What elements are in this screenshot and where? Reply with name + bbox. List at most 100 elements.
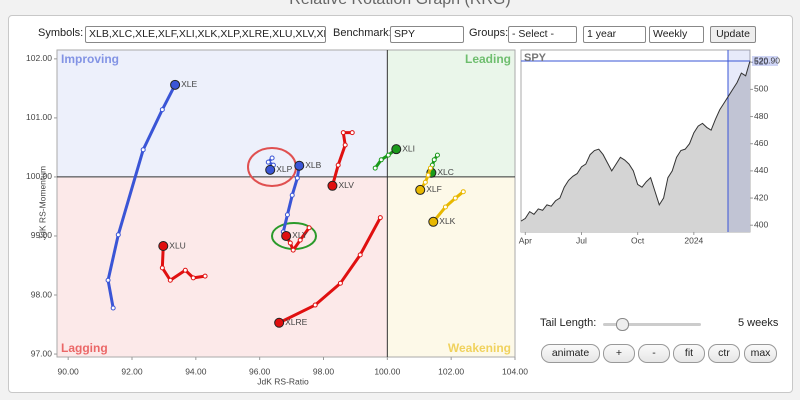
tail-point — [140, 147, 146, 153]
tail-point — [349, 130, 355, 136]
tail-point — [182, 267, 188, 273]
y-tick-label: 500 — [754, 84, 768, 94]
tail-point — [294, 175, 300, 181]
head-point — [294, 160, 305, 171]
ctr-button[interactable]: ctr — [708, 344, 740, 363]
zoom-in-button[interactable]: + — [603, 344, 635, 363]
symbols-input[interactable]: XLB,XLC,XLE,XLF,XLI,XLK,XLP,XLRE,XLU,XLV… — [85, 26, 326, 43]
tail-point — [290, 247, 296, 253]
period-select[interactable]: 1 year — [583, 26, 646, 43]
head-point — [281, 230, 292, 241]
zoom-out-button[interactable]: - — [638, 344, 670, 363]
head-point — [170, 79, 181, 90]
tail-slider[interactable] — [603, 323, 701, 326]
area — [521, 61, 750, 232]
y-tick-label: 102.00 — [26, 53, 52, 63]
plot-frame — [56, 49, 516, 358]
head-point — [415, 184, 426, 195]
x-tick-label: 94.00 — [185, 366, 207, 376]
max-button[interactable]: max — [744, 344, 777, 363]
tail — [106, 84, 177, 309]
tail-point — [460, 189, 466, 195]
tail-point — [297, 237, 303, 243]
tail-point — [434, 152, 440, 158]
y-tick-label: 460 — [754, 138, 768, 148]
tail-point — [385, 152, 391, 158]
y-tick-label: 480 — [754, 111, 768, 121]
x-tick-label: 102.00 — [438, 366, 464, 376]
series-label: XLC — [437, 167, 454, 177]
tail-point — [357, 252, 363, 258]
tail-point — [427, 165, 433, 171]
tail-point — [289, 192, 295, 198]
groups-select[interactable]: - Select - — [508, 26, 577, 43]
x-tick-label: Apr — [519, 235, 532, 245]
update-button[interactable]: Update — [710, 26, 756, 43]
tail-point — [378, 157, 384, 163]
tail-point — [115, 232, 121, 238]
tail-point — [202, 273, 208, 279]
quadrant — [57, 176, 388, 357]
tail-point — [105, 277, 111, 283]
tail-point — [377, 215, 383, 221]
x-tick-label: 96.00 — [249, 366, 271, 376]
x-tick-label: Jul — [576, 235, 587, 245]
frequency-select[interactable]: Weekly — [649, 26, 704, 43]
tail — [432, 190, 465, 223]
tail-point — [265, 159, 271, 165]
series-label: XLF — [426, 184, 442, 194]
quadrant-label: Weakening — [448, 341, 511, 355]
tail-label: Tail Length: — [540, 317, 597, 329]
tail-point — [337, 280, 343, 286]
y-tick-label: 98.00 — [31, 289, 53, 299]
x-tick-label: Oct — [631, 235, 645, 245]
chart-title: SPY — [524, 52, 547, 64]
fit-button[interactable]: fit — [673, 344, 705, 363]
slider-thumb[interactable] — [616, 318, 629, 331]
x-tick-label: 2024 — [684, 235, 703, 245]
x-tick-label: 100.00 — [374, 366, 400, 376]
head-point — [158, 241, 169, 252]
benchmark-label: Benchmark: — [333, 27, 392, 39]
animate-button[interactable]: animate — [541, 344, 600, 363]
x-tick-label: 104.00 — [502, 366, 528, 376]
tail-value: 5 weeks — [738, 317, 779, 329]
series-label: XLK — [439, 216, 455, 226]
tail-point — [312, 302, 318, 308]
y-tick-label: 520 — [754, 56, 768, 66]
tail-point — [159, 265, 165, 271]
last-value-label: 520.90 — [754, 55, 780, 65]
benchmark-input[interactable]: SPY — [390, 26, 464, 43]
series-label: XLB — [305, 160, 321, 170]
page-title: Relative Rotation Graph (RRG) — [0, 0, 800, 9]
x-axis-title: JdK RS-Ratio — [257, 376, 309, 386]
head-point — [391, 144, 402, 155]
head-point — [265, 164, 276, 175]
tail-point — [425, 172, 431, 178]
tail-point — [110, 305, 116, 311]
x-tick-label: 92.00 — [121, 366, 143, 376]
y-tick-label: 101.00 — [26, 112, 52, 122]
tail-point — [284, 212, 290, 218]
quadrant-label: Improving — [61, 52, 119, 66]
series-label: XLU — [169, 240, 186, 250]
series-label: XLV — [338, 180, 354, 190]
quadrant — [387, 176, 515, 357]
tail-point — [167, 277, 173, 283]
y-tick-label: 440 — [754, 165, 768, 175]
tail-point — [372, 165, 378, 171]
tail-point — [452, 195, 458, 201]
series-label: XLP — [276, 164, 292, 174]
x-tick-label: 90.00 — [58, 366, 80, 376]
groups-label: Groups: — [469, 27, 509, 39]
tail-band — [728, 50, 750, 232]
tail-point — [269, 155, 275, 161]
tail-point — [422, 179, 428, 185]
head-point — [274, 317, 285, 328]
y-tick-label: 420 — [754, 192, 768, 202]
head-point — [428, 216, 439, 227]
tail-point — [306, 225, 312, 231]
y-tick-label: 99.00 — [31, 230, 53, 240]
